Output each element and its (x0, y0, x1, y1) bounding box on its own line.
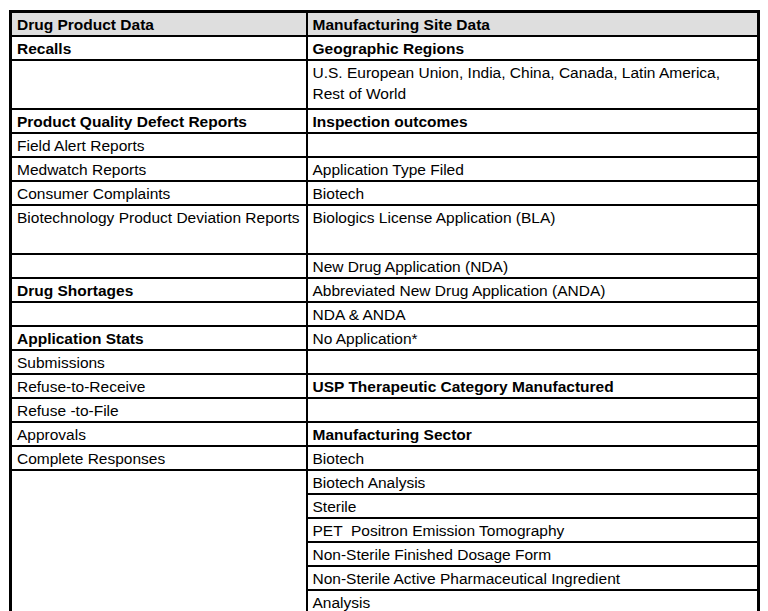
table-cell: Complete Responses (11, 446, 307, 470)
table-cell (11, 470, 307, 611)
table-cell: Refuse-to-Receive (11, 374, 307, 398)
table-cell: Biotech (307, 446, 759, 470)
two-column-table: Drug Product Data Manufacturing Site Dat… (9, 10, 760, 611)
column-header-drug-product-data: Drug Product Data (11, 12, 307, 37)
table-cell (11, 60, 307, 109)
table-row: Recalls Geographic Regions (11, 36, 759, 60)
table-row: Field Alert Reports (11, 133, 759, 157)
data-dimensions-table-container: Drug Product Data Manufacturing Site Dat… (9, 10, 760, 611)
table-cell (307, 133, 759, 157)
table-cell: Non-Sterile Finished Dosage Form (307, 542, 759, 566)
table-cell: Biotechnology Product Deviation Reports (11, 205, 307, 254)
table-cell: Abbreviated New Drug Application (ANDA) (307, 278, 759, 302)
table-cell: Biotech (307, 181, 759, 205)
table-row: Medwatch Reports Application Type Filed (11, 157, 759, 181)
table-row: Product Quality Defect Reports Inspectio… (11, 109, 759, 133)
table-header-row: Drug Product Data Manufacturing Site Dat… (11, 12, 759, 37)
table-row: Refuse -to-File (11, 398, 759, 422)
table-row: Application Stats No Application* (11, 326, 759, 350)
table-cell: Biotech Analysis (307, 470, 759, 494)
table-cell: Product Quality Defect Reports (11, 109, 307, 133)
table-cell: Field Alert Reports (11, 133, 307, 157)
table-cell: New Drug Application (NDA) (307, 254, 759, 278)
table-cell: Sterile (307, 494, 759, 518)
table-row: Refuse-to-Receive USP Therapeutic Catego… (11, 374, 759, 398)
table-cell: Analysis (307, 590, 759, 611)
table-cell: Biologics License Application (BLA) (307, 205, 759, 254)
table-row: Submissions (11, 350, 759, 374)
table-cell: Recalls (11, 36, 307, 60)
table-cell: Non-Sterile Active Pharmaceutical Ingred… (307, 566, 759, 590)
table-row: Biotech Analysis (11, 470, 759, 494)
table-cell: Medwatch Reports (11, 157, 307, 181)
table-cell (307, 350, 759, 374)
table-cell: Consumer Complaints (11, 181, 307, 205)
table-cell: PET Positron Emission Tomography (307, 518, 759, 542)
table-cell: USP Therapeutic Category Manufactured (307, 374, 759, 398)
table-row: Complete Responses Biotech (11, 446, 759, 470)
table-cell: Geographic Regions (307, 36, 759, 60)
table-row: New Drug Application (NDA) (11, 254, 759, 278)
table-row: Consumer Complaints Biotech (11, 181, 759, 205)
table-cell (307, 398, 759, 422)
table-cell: Approvals (11, 422, 307, 446)
table-cell (11, 254, 307, 278)
table-cell: Submissions (11, 350, 307, 374)
table-cell (11, 302, 307, 326)
table-row: U.S. European Union, India, China, Canad… (11, 60, 759, 109)
table-row: Drug Shortages Abbreviated New Drug Appl… (11, 278, 759, 302)
table-cell: Application Type Filed (307, 157, 759, 181)
table-row: NDA & ANDA (11, 302, 759, 326)
table-cell: Manufacturing Sector (307, 422, 759, 446)
table-cell: No Application* (307, 326, 759, 350)
table-cell: Application Stats (11, 326, 307, 350)
table-row: Approvals Manufacturing Sector (11, 422, 759, 446)
table-cell: NDA & ANDA (307, 302, 759, 326)
table-cell: U.S. European Union, India, China, Canad… (307, 60, 759, 109)
table-cell: Inspection outcomes (307, 109, 759, 133)
table-cell: Drug Shortages (11, 278, 307, 302)
table-row: Biotechnology Product Deviation Reports … (11, 205, 759, 254)
column-header-manufacturing-site-data: Manufacturing Site Data (307, 12, 759, 37)
table-cell: Refuse -to-File (11, 398, 307, 422)
